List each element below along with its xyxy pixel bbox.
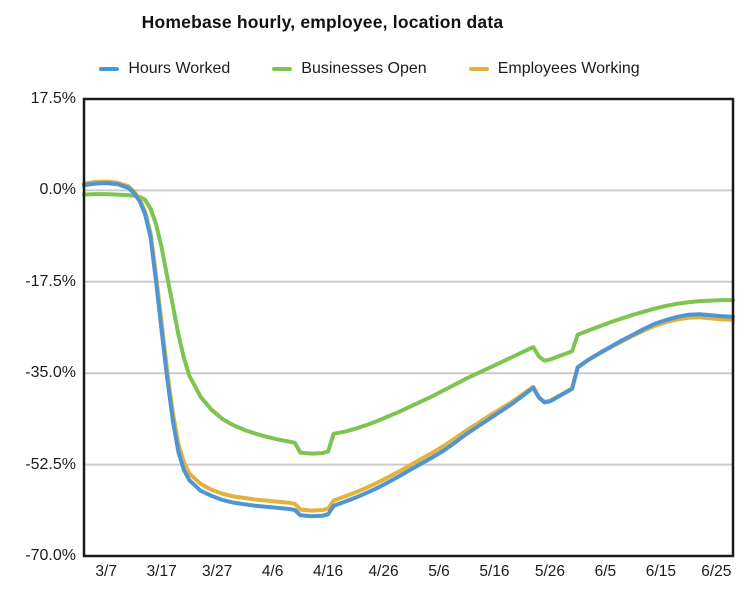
x-axis-label: 3/27 [202,563,233,580]
y-axis-label: -35.0% [25,364,76,382]
x-axis-label: 6/5 [594,563,617,580]
legend-item-employees-working: Employees Working [468,60,640,78]
x-axis-label: 4/26 [368,563,399,580]
legend-item-businesses-open: Businesses Open [272,60,427,78]
x-axis-label: 5/6 [428,563,450,580]
legend-swatch-businesses-open [272,67,293,71]
x-axis-label: 4/6 [261,563,284,580]
series-line-hours-worked [82,181,735,519]
series-line-businesses-open [82,192,735,456]
legend-label: Businesses Open [301,60,427,77]
x-axis-label: 6/15 [645,563,676,580]
legend-swatch-hours-worked [99,67,120,71]
chart-title: Homebase hourly, employee, location data [141,12,504,32]
x-axis-label: 4/16 [312,563,344,580]
legend-swatch-employees-working [468,67,489,71]
chart-legend: Hours Worked Businesses Open Employees Wor… [0,60,739,78]
y-axis-label: 0.0% [39,181,76,199]
y-axis-label: -70.0% [25,547,76,564]
legend-item-hours-worked: Hours Worked [99,60,230,78]
legend-label: Hours Worked [128,60,231,77]
y-axis-label: 17.5% [30,90,76,107]
y-axis-label: -17.5% [25,272,76,290]
x-axis-label: 6/25 [701,563,732,580]
legend-label: Employees Working [497,60,640,77]
y-axis-label: -52.5% [25,455,76,473]
x-axis-label: 3/7 [95,563,117,580]
x-axis-label: 3/17 [146,563,177,580]
x-axis-label: 5/16 [479,563,510,580]
x-axis-label: 5/26 [534,563,566,580]
plot-border [82,97,735,558]
